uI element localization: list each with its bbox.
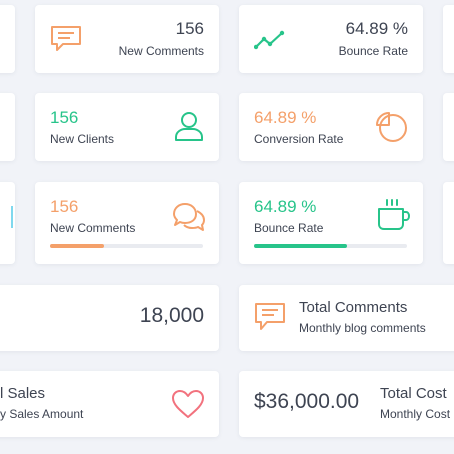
total-cost-card: $36,000.00 Total Cost Monthly Cost — [239, 371, 454, 437]
bounce-progress-fill — [254, 244, 348, 248]
partial-card-left-row2 — [0, 93, 15, 161]
new-comments-label: New Comments — [118, 44, 204, 58]
trend-line-icon — [254, 30, 285, 50]
partial-card-right-row1 — [443, 5, 454, 73]
new-clients-value: 156 — [50, 108, 79, 127]
bounce-rate-value: 64.89 % — [345, 19, 408, 38]
comments-progress-fill — [50, 244, 104, 248]
bounce-rate-label: Bounce Rate — [338, 44, 408, 58]
bounce-progress-card: 64.89 % Bounce Rate — [239, 182, 423, 264]
comments-progress-label: New Comments — [50, 221, 136, 235]
bounce-progress-label: Bounce Rate — [254, 221, 324, 235]
new-clients-card: 156 New Clients — [35, 93, 219, 161]
bounce-progress-value: 64.89 % — [254, 197, 317, 216]
sales-title: l Sales — [0, 385, 46, 402]
total-count-value: 18,000 — [139, 304, 204, 327]
partial-card-right-row2 — [443, 93, 454, 161]
bounce-rate-card: 64.89 % Bounce Rate — [239, 5, 423, 73]
comments-progress-bar — [50, 244, 203, 248]
sales-subtitle: y Sales Amount — [0, 407, 84, 421]
total-cost-subtitle: Monthly Cost — [380, 407, 451, 421]
conversion-rate-label: Conversion Rate — [254, 132, 344, 146]
partial-card-left-row1 — [0, 5, 15, 73]
comments-progress-card: 156 New Comments — [35, 182, 219, 264]
new-clients-label: New Clients — [50, 132, 115, 146]
sales-card: l Sales y Sales Amount — [0, 371, 219, 437]
total-comments-card: Total Comments Monthly blog comments — [239, 285, 454, 351]
conversion-rate-card: 64.89 % Conversion Rate — [239, 93, 423, 161]
conversion-rate-value: 64.89 % — [254, 108, 317, 127]
chat-icon — [51, 26, 81, 51]
heart-icon — [172, 390, 204, 418]
bounce-progress-bar — [254, 244, 407, 248]
coffee-cup-icon — [378, 199, 411, 230]
new-comments-card: 156 New Comments — [35, 5, 219, 73]
total-count-card: 18,000 — [0, 285, 219, 351]
partial-accent — [11, 206, 13, 228]
user-icon — [175, 112, 203, 141]
total-cost-title: Total Cost — [380, 385, 447, 402]
new-comments-value: 156 — [175, 19, 204, 38]
comments-progress-value: 156 — [50, 197, 79, 216]
partial-card-left-row3 — [0, 182, 15, 264]
total-comments-title: Total Comments — [299, 299, 408, 316]
chat-icon — [255, 303, 285, 330]
pie-chart-icon — [376, 112, 407, 142]
chat-bubbles-icon — [173, 203, 205, 231]
partial-card-right-row3 — [443, 182, 454, 264]
total-cost-value: $36,000.00 — [254, 390, 360, 413]
total-comments-subtitle: Monthly blog comments — [299, 321, 426, 335]
